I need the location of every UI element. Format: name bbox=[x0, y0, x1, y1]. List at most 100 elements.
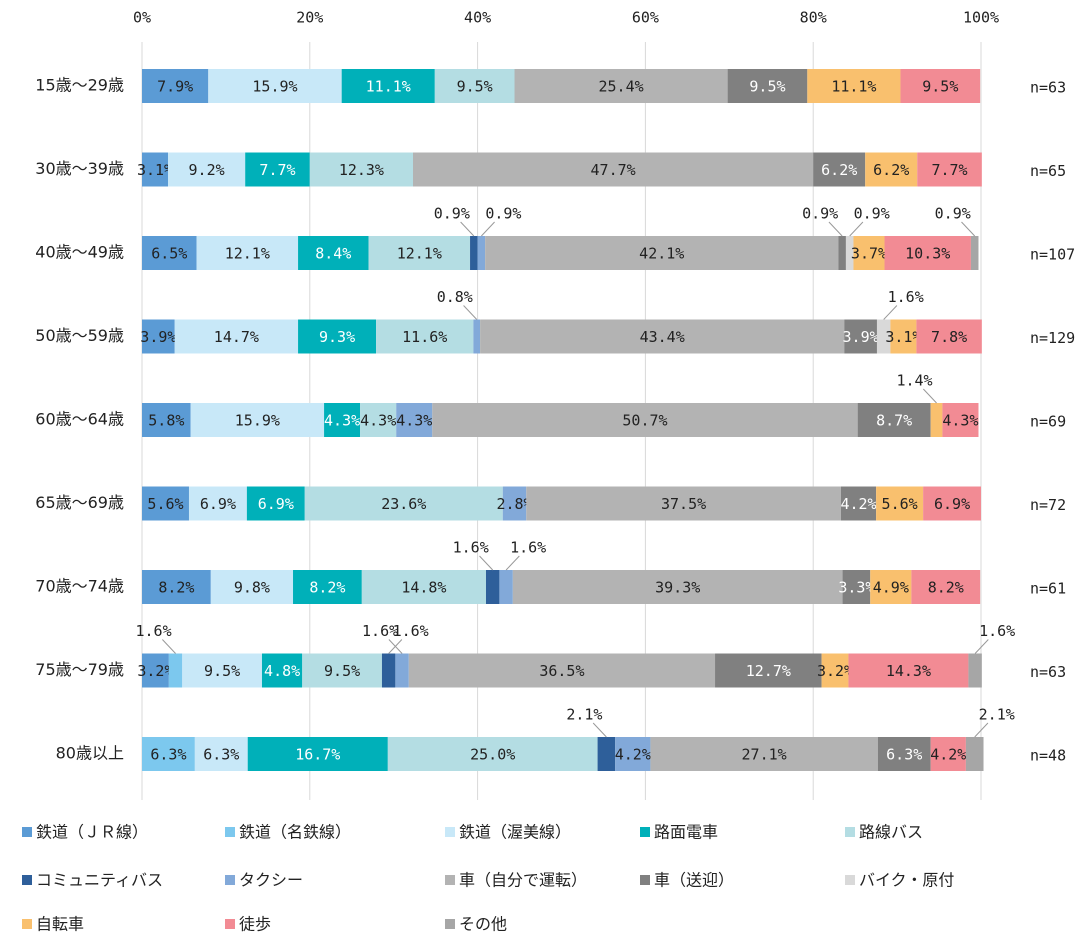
value-label: 3.1% bbox=[137, 161, 173, 179]
bar-segment bbox=[396, 403, 433, 437]
category-label: 30歳～39歳 bbox=[35, 159, 124, 178]
value-label: 6.3% bbox=[203, 746, 239, 764]
value-label: 47.7% bbox=[591, 161, 636, 179]
category-label: 65歳～69歳 bbox=[35, 493, 124, 512]
bar-segment bbox=[499, 570, 513, 604]
bar-segment bbox=[845, 236, 854, 270]
leader-line bbox=[460, 221, 475, 237]
bar-segment bbox=[480, 319, 845, 354]
value-label: 9.8% bbox=[234, 579, 270, 597]
bar-segment bbox=[408, 653, 716, 688]
value-label: 12.1% bbox=[225, 245, 270, 263]
legend-swatch bbox=[445, 875, 455, 885]
legend-swatch bbox=[225, 827, 235, 837]
value-label: 0.9% bbox=[485, 205, 521, 223]
bar-segment bbox=[877, 737, 931, 771]
value-label: 0.9% bbox=[802, 205, 838, 223]
value-label: 43.4% bbox=[640, 328, 685, 346]
bar-segment bbox=[341, 69, 435, 103]
bar-segment bbox=[916, 319, 982, 354]
legend-label: 路面電車 bbox=[654, 823, 718, 842]
value-label: 4.8% bbox=[264, 662, 300, 680]
leader-line bbox=[479, 555, 494, 571]
value-label: 9.5% bbox=[204, 662, 240, 680]
category-label: 50歳～59歳 bbox=[35, 326, 124, 345]
value-label: 1.6% bbox=[135, 622, 171, 640]
value-label: 6.2% bbox=[873, 161, 909, 179]
value-label: 4.3% bbox=[360, 412, 396, 430]
bar-segment bbox=[142, 152, 169, 187]
n-label: n=63 bbox=[1030, 79, 1066, 97]
leader-line bbox=[481, 221, 495, 237]
value-label: 9.2% bbox=[189, 161, 225, 179]
bar-segment bbox=[324, 403, 361, 437]
legend-label: タクシー bbox=[239, 871, 303, 890]
legend-label: 鉄道（名鉄線） bbox=[239, 823, 351, 842]
legend-label: バイク・原付 bbox=[859, 871, 954, 890]
value-label: 23.6% bbox=[381, 495, 426, 513]
leader-line bbox=[161, 639, 176, 654]
bar-segment bbox=[142, 403, 191, 437]
bar-segment bbox=[190, 403, 325, 437]
bar-segment bbox=[923, 486, 981, 521]
bar-segment bbox=[930, 737, 966, 771]
bar-segment bbox=[261, 653, 303, 688]
bar-segment bbox=[182, 653, 262, 688]
value-label: 1.6% bbox=[453, 539, 489, 557]
bar-segment bbox=[142, 319, 175, 354]
x-tick-label: 0% bbox=[133, 9, 151, 27]
bar-segment bbox=[727, 69, 808, 103]
value-label: 14.8% bbox=[401, 579, 446, 597]
value-label: 12.3% bbox=[339, 161, 384, 179]
value-label: 2.1% bbox=[979, 706, 1015, 724]
bar-segment bbox=[473, 319, 481, 354]
value-label: 15.9% bbox=[235, 412, 280, 430]
value-label: 6.2% bbox=[821, 161, 857, 179]
legend-label: コミュニティバス bbox=[36, 871, 163, 890]
value-label: 1.6% bbox=[888, 288, 924, 306]
leader-line bbox=[974, 722, 989, 738]
n-label: n=72 bbox=[1030, 496, 1066, 514]
leader-line bbox=[974, 639, 989, 654]
legend-swatch bbox=[845, 875, 855, 885]
bar-segment bbox=[514, 69, 728, 103]
value-label: 1.6% bbox=[510, 539, 546, 557]
value-label: 7.8% bbox=[931, 328, 967, 346]
bar-segment bbox=[942, 403, 979, 437]
value-label: 6.3% bbox=[150, 746, 186, 764]
bar-segment bbox=[142, 737, 195, 771]
bar-segment bbox=[432, 403, 858, 437]
value-label: 0.9% bbox=[935, 205, 971, 223]
legend-swatch bbox=[845, 827, 855, 837]
value-label: 0.9% bbox=[434, 205, 470, 223]
value-label: 0.9% bbox=[854, 205, 890, 223]
value-label: 50.7% bbox=[622, 412, 667, 430]
value-label: 12.1% bbox=[397, 245, 442, 263]
legend-swatch bbox=[445, 827, 455, 837]
bar-segment bbox=[368, 236, 471, 270]
category-label: 70歳～74歳 bbox=[35, 577, 124, 596]
legend-label: 鉄道（ＪＲ線） bbox=[36, 823, 148, 842]
value-label: 3.9% bbox=[140, 328, 176, 346]
bar-segment bbox=[715, 653, 822, 688]
n-label: n=48 bbox=[1030, 747, 1066, 765]
legend-swatch bbox=[640, 827, 650, 837]
value-label: 16.7% bbox=[295, 746, 340, 764]
value-label: 11.1% bbox=[366, 78, 411, 96]
bar-segment bbox=[360, 403, 397, 437]
value-label: 4.2% bbox=[615, 746, 651, 764]
value-label: 4.2% bbox=[930, 746, 966, 764]
bar-segment bbox=[965, 737, 984, 771]
value-label: 11.1% bbox=[831, 78, 876, 96]
bar-segment bbox=[848, 653, 969, 688]
value-label: 7.7% bbox=[259, 161, 295, 179]
bar-segment bbox=[298, 319, 377, 354]
legend-swatch bbox=[225, 919, 235, 929]
leader-line bbox=[828, 221, 843, 237]
bar-segment bbox=[838, 236, 846, 270]
category-label: 80歳以上 bbox=[56, 744, 124, 763]
legend-swatch bbox=[22, 875, 32, 885]
leader-line bbox=[849, 221, 864, 237]
value-label: 9.5% bbox=[457, 78, 493, 96]
value-label: 7.9% bbox=[157, 78, 193, 96]
